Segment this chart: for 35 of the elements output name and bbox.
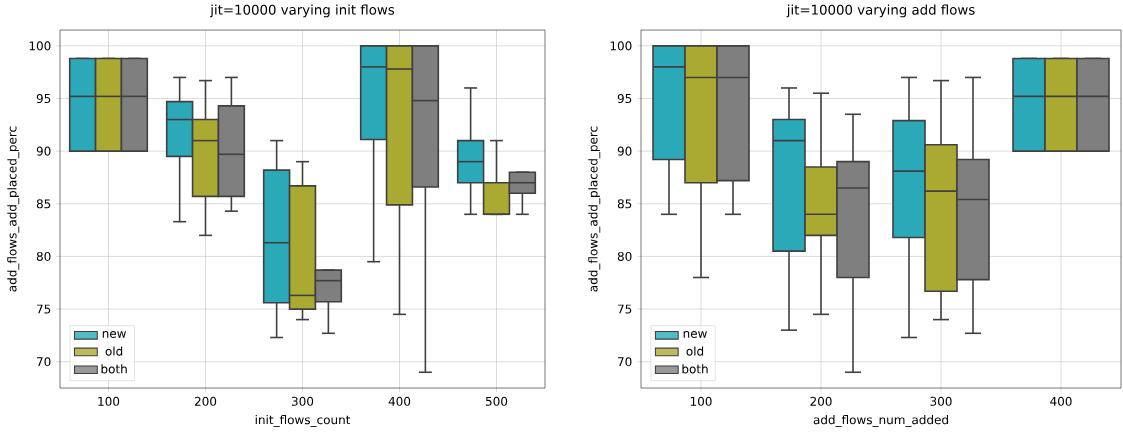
x-tick-label: 100 xyxy=(690,396,712,406)
y-tick-label: 95 xyxy=(36,93,51,104)
x-tick-label: 500 xyxy=(485,396,508,406)
legend-label: old xyxy=(105,346,123,356)
legend-label: both xyxy=(101,364,127,374)
y-tick-label: 90 xyxy=(617,146,632,156)
y-tick-label: 100 xyxy=(29,41,51,51)
legend-label: old xyxy=(686,346,704,356)
y-tick-label: 75 xyxy=(618,304,632,314)
y-tick-label: 90 xyxy=(36,146,51,156)
x-tick-label: 300 xyxy=(291,396,314,406)
x-tick-label: 300 xyxy=(930,396,952,406)
y-axis-title: add_flows_add_placed_perc xyxy=(588,126,601,292)
y-tick-label: 85 xyxy=(617,199,632,209)
y-tick-label: 100 xyxy=(610,41,632,51)
y-tick-label: 95 xyxy=(617,93,632,104)
y-tick-label: 75 xyxy=(37,304,51,314)
x-tick-label: 100 xyxy=(98,396,120,406)
y-tick-label: 80 xyxy=(36,251,51,261)
y-tick-label: 80 xyxy=(617,251,632,261)
x-axis-title: init_flows_count xyxy=(255,414,351,427)
x-tick-label: 400 xyxy=(388,396,411,406)
legend-label: new xyxy=(102,330,126,338)
x-axis-title: add_flows_num_added xyxy=(813,414,948,427)
y-tick-label: 70 xyxy=(37,357,51,367)
y-axis-title: add_flows_add_placed_perc xyxy=(7,126,20,292)
x-tick-label: 400 xyxy=(1050,396,1072,406)
y-tick-label: 70 xyxy=(618,357,632,367)
legend-label: new xyxy=(683,330,707,338)
y-tick-label: 85 xyxy=(36,199,51,209)
legend-label: both xyxy=(682,364,708,374)
x-tick-label: 200 xyxy=(810,396,832,406)
x-tick-label: 200 xyxy=(194,396,217,406)
chart-title: jit=10000 varying init flows xyxy=(210,4,395,18)
chart-title: jit=10000 varying add flows xyxy=(786,4,975,18)
